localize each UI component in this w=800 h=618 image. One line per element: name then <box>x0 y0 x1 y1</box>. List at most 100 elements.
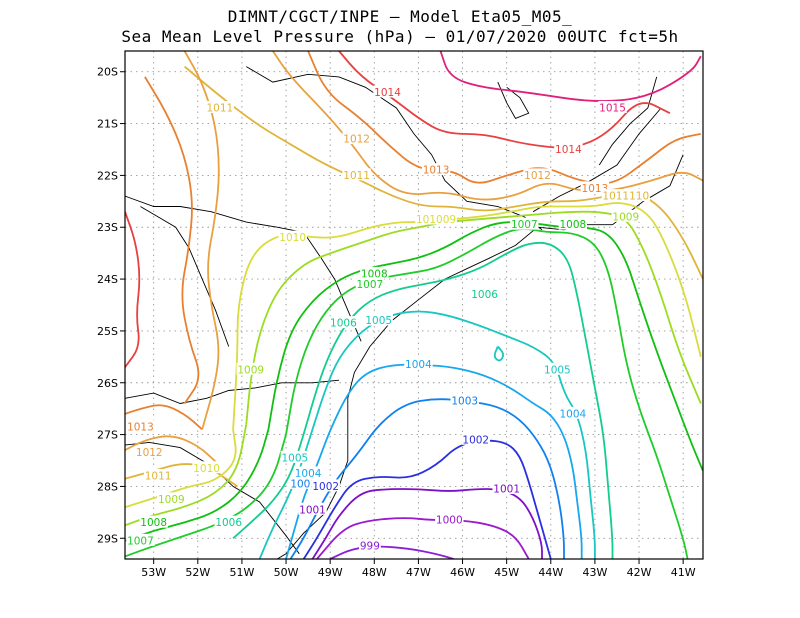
isobar-label: 1010 <box>279 232 306 244</box>
isobar-label: 1001 <box>493 484 520 496</box>
isobar-label: 1004 <box>559 408 586 420</box>
isobar-1014 <box>125 211 141 368</box>
isobar-1007 <box>285 228 689 559</box>
lat-tick-label: 28S <box>97 480 118 493</box>
lat-tick-label: 23S <box>97 221 118 234</box>
isobar-label: 1014 <box>374 87 401 99</box>
lat-tick-label: 21S <box>97 118 118 131</box>
lon-tick-label: 47W <box>406 566 431 579</box>
isobar-label-bg <box>143 469 173 482</box>
isobar-label: 101009 <box>416 214 456 226</box>
isobar-label: 1008 <box>559 219 586 231</box>
isobar-label-bg <box>373 85 402 98</box>
isobar-label-bg <box>236 362 265 375</box>
lat-tick-label: 26S <box>97 377 118 390</box>
isobar-label-bg <box>342 168 371 181</box>
isobar-1012 <box>272 51 703 201</box>
isobar-label-bg <box>289 476 318 489</box>
isobar-label: 1015 <box>599 103 626 115</box>
isobar-label-bg <box>192 461 221 474</box>
isobar-lines <box>125 51 703 559</box>
boundary-line <box>532 107 662 213</box>
lon-tick-label: 43W <box>582 566 607 579</box>
isobar-label-bg <box>126 419 155 432</box>
lon-tick-label: 44W <box>538 566 563 579</box>
lat-tick-label: 29S <box>97 532 118 545</box>
isobar-label: 1006 <box>215 517 242 529</box>
isobar-label: 1009 <box>237 364 264 376</box>
isobar-label-bg <box>364 313 393 326</box>
isobar-1009 <box>245 210 702 425</box>
lon-tick-label: 52W <box>185 566 210 579</box>
isobar-label-bg <box>470 287 499 300</box>
isobar-label-bg <box>358 539 381 552</box>
isobar-1013 <box>125 404 203 431</box>
axis-ticks: 53W 52W 51W 50W 49W 48W 47W 46W 45W 44W 43W 42W 41W 2… <box>97 66 696 579</box>
isobar-label-bg <box>492 482 521 495</box>
lat-tick-label: 22S <box>97 169 118 182</box>
boundary-line <box>276 154 684 559</box>
isobar-label: 1003 <box>290 478 317 490</box>
isobar-label-bg <box>329 316 358 329</box>
isobar-label-bg <box>139 515 168 528</box>
isobar-1005 <box>258 310 596 559</box>
isobar-label: 999 <box>360 541 380 553</box>
isobar-label: 1010 <box>193 463 220 475</box>
lon-tick-label: 48W <box>362 566 387 579</box>
isobar-1014 <box>338 51 671 149</box>
isobar-label: 1007 <box>511 219 538 231</box>
boundary-line <box>125 379 340 404</box>
isobar-label: 1007 <box>127 535 154 547</box>
isobar-1013 <box>307 51 701 185</box>
isobar-label-bg <box>435 513 464 526</box>
isobar-label: 1005 <box>365 315 392 327</box>
isobar-label: 1008 <box>140 517 167 529</box>
isobar-label-bg <box>311 479 340 492</box>
isobar-1008 <box>267 221 703 472</box>
lon-tick-label: 45W <box>494 566 519 579</box>
lat-tick-label: 24S <box>97 273 118 286</box>
isobar-label: 1005 <box>282 452 309 464</box>
isobar-1000 <box>316 517 530 559</box>
isobar-label-bg <box>355 277 385 290</box>
lon-tick-label: 50W <box>274 566 299 579</box>
isobar-1003 <box>289 398 565 559</box>
isobar-label-bg <box>342 132 371 145</box>
isobar-label: 1011 <box>343 170 370 182</box>
isobar-label-bg <box>543 362 572 375</box>
isobar-label-bg <box>421 163 451 176</box>
isobar-1009 <box>125 424 248 527</box>
isobar-1012 <box>125 435 221 467</box>
isobar-labels: 1015 1014 1014 1013 1013 1013 1012 1012 1012 1011… <box>126 85 650 553</box>
isobar-1012 <box>183 51 220 430</box>
isobar-label: 1006 <box>471 289 498 301</box>
isobar-label-bg <box>450 393 479 406</box>
isobar-1013 <box>144 76 200 405</box>
isobar-label: 1005 <box>544 364 571 376</box>
boundary-line <box>246 66 543 231</box>
isobar-label-bg <box>278 230 307 243</box>
isobar-label-bg <box>510 217 539 230</box>
isobar-1015 <box>439 51 702 102</box>
isobar-label-bg <box>598 101 627 114</box>
isobar-label: 1011 <box>145 471 172 483</box>
lat-lon-grid <box>125 51 703 559</box>
isobar-label-bg <box>157 492 186 505</box>
isobar-label: 1004 <box>405 359 432 371</box>
isobar-label-bg <box>461 432 490 445</box>
lon-tick-label: 46W <box>450 566 475 579</box>
isobar-label-bg <box>558 406 588 419</box>
isobar-label: 1011 <box>206 103 233 115</box>
lon-tick-label: 49W <box>318 566 343 579</box>
map-frame <box>124 50 704 560</box>
isobar-label-bg <box>126 533 155 546</box>
isobar-label: 1013 <box>582 183 609 195</box>
isobar-label: 1001 <box>299 504 326 516</box>
isobar-label: 1013 <box>127 421 154 433</box>
isobar-label-bg <box>135 445 164 458</box>
isobar-label-bg <box>611 209 640 222</box>
isobar-label: 1013 <box>423 165 450 177</box>
isobar-label-bg <box>601 189 650 202</box>
isobar-label: 1011110 <box>602 191 649 203</box>
isobar-label: 1000 <box>436 515 463 527</box>
